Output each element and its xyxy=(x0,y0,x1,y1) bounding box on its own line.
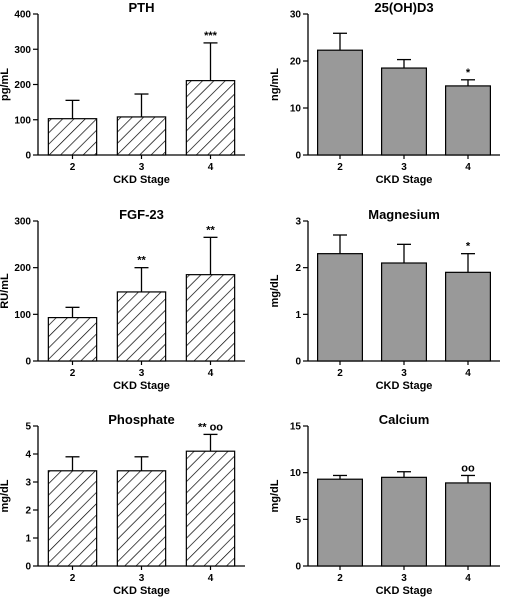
chart-panel: PTH 0 100 200 300 400 pg/mL 2 3 4 *** CKD Stage xyxy=(0,0,245,186)
bar xyxy=(116,291,167,362)
bar xyxy=(47,317,98,362)
y-tick-label: 5 xyxy=(295,515,301,526)
y-tick-label: 4 xyxy=(25,450,31,461)
y-axis-label: RU/mL xyxy=(0,273,11,309)
x-tick-label: 2 xyxy=(337,573,343,584)
bar xyxy=(116,116,167,156)
y-axis-label: mg/dL xyxy=(269,479,281,512)
bar xyxy=(47,470,98,567)
chart-panel: Magnesium 0 1 2 3 mg/dL 2 3 4 * CKD Stage xyxy=(269,207,500,392)
x-tick-label: 3 xyxy=(401,368,407,379)
bar xyxy=(317,49,364,156)
x-tick-label: 3 xyxy=(401,573,407,584)
y-tick-label: 20 xyxy=(290,57,302,68)
significance-label: oo xyxy=(461,462,475,474)
y-tick-label: 300 xyxy=(14,217,31,228)
y-tick-label: 30 xyxy=(290,10,302,21)
x-axis-label: CKD Stage xyxy=(376,585,433,597)
x-tick-label: 2 xyxy=(70,573,76,584)
x-tick-label: 2 xyxy=(70,368,76,379)
x-tick-label: 4 xyxy=(208,162,214,173)
y-tick-label: 3 xyxy=(25,478,31,489)
bar xyxy=(116,470,167,567)
chart-title: 25(OH)D3 xyxy=(374,0,433,15)
x-tick-label: 2 xyxy=(337,368,343,379)
y-tick-label: 2 xyxy=(25,506,31,517)
chart-panel: 25(OH)D3 0 10 20 30 ng/mL 2 3 4 * CKD Stage xyxy=(269,0,500,186)
significance-label: * xyxy=(466,241,471,253)
y-tick-label: 0 xyxy=(25,357,31,368)
x-axis-label: CKD Stage xyxy=(113,380,170,392)
chart-panel: Calcium 0 5 10 15 mg/dL 2 3 4 oo CKD Stage xyxy=(269,412,500,597)
bar xyxy=(185,274,236,362)
x-tick-label: 4 xyxy=(465,368,471,379)
bar xyxy=(381,262,428,362)
x-axis-label: CKD Stage xyxy=(376,174,433,186)
y-axis-label: pg/mL xyxy=(0,68,11,101)
y-tick-label: 15 xyxy=(290,422,302,433)
bar xyxy=(47,118,98,156)
x-tick-label: 3 xyxy=(401,162,407,173)
chart-title: PTH xyxy=(129,0,155,15)
bar xyxy=(381,67,428,156)
chart-panel: Phosphate 0 1 2 3 4 5 mg/dL 2 3 4 ** oo CKD Stage xyxy=(0,412,245,597)
chart-title: FGF-23 xyxy=(119,207,164,222)
bar xyxy=(445,85,492,156)
y-tick-label: 200 xyxy=(14,263,31,274)
x-tick-label: 4 xyxy=(208,573,214,584)
chart-title: Phosphate xyxy=(108,412,174,427)
bar xyxy=(185,80,236,156)
significance-label: ** xyxy=(137,255,146,267)
x-axis-label: CKD Stage xyxy=(113,174,170,186)
bar xyxy=(445,482,492,567)
bar xyxy=(185,450,236,567)
x-tick-label: 3 xyxy=(139,162,145,173)
significance-label: ** xyxy=(206,224,215,236)
y-tick-label: 0 xyxy=(25,151,31,162)
y-tick-label: 300 xyxy=(14,45,31,56)
y-tick-label: 3 xyxy=(295,217,301,228)
bar xyxy=(317,478,364,567)
x-tick-label: 4 xyxy=(208,368,214,379)
x-tick-label: 2 xyxy=(337,162,343,173)
x-tick-label: 4 xyxy=(465,162,471,173)
chart-title: Magnesium xyxy=(368,207,440,222)
chart-title: Calcium xyxy=(379,412,430,427)
y-tick-label: 0 xyxy=(295,357,301,368)
x-axis-label: CKD Stage xyxy=(376,380,433,392)
significance-label: * xyxy=(466,67,471,79)
y-axis-label: mg/dL xyxy=(269,274,281,307)
y-tick-label: 2 xyxy=(295,263,301,274)
y-tick-label: 5 xyxy=(25,422,31,433)
y-tick-label: 1 xyxy=(295,310,301,321)
y-tick-label: 10 xyxy=(290,104,302,115)
y-axis-label: mg/dL xyxy=(0,479,11,512)
significance-label: ** oo xyxy=(198,421,223,433)
bar xyxy=(317,253,364,362)
bar xyxy=(445,271,492,362)
y-tick-label: 200 xyxy=(14,80,31,91)
y-tick-label: 0 xyxy=(295,562,301,573)
x-axis-label: CKD Stage xyxy=(113,585,170,597)
y-tick-label: 1 xyxy=(25,534,31,545)
y-tick-label: 100 xyxy=(14,115,31,126)
y-tick-label: 100 xyxy=(14,310,31,321)
y-tick-label: 0 xyxy=(25,562,31,573)
y-axis-label: ng/mL xyxy=(269,68,281,101)
chart-panel: FGF-23 0 100 200 300 RU/mL 2 3 ** 4 ** CKD Stage xyxy=(0,207,245,392)
y-tick-label: 0 xyxy=(295,151,301,162)
bar xyxy=(381,476,428,567)
significance-label: *** xyxy=(204,30,218,42)
y-tick-label: 10 xyxy=(290,468,302,479)
x-tick-label: 3 xyxy=(139,573,145,584)
x-tick-label: 4 xyxy=(465,573,471,584)
y-tick-label: 400 xyxy=(14,10,31,21)
x-tick-label: 3 xyxy=(139,368,145,379)
x-tick-label: 2 xyxy=(70,162,76,173)
